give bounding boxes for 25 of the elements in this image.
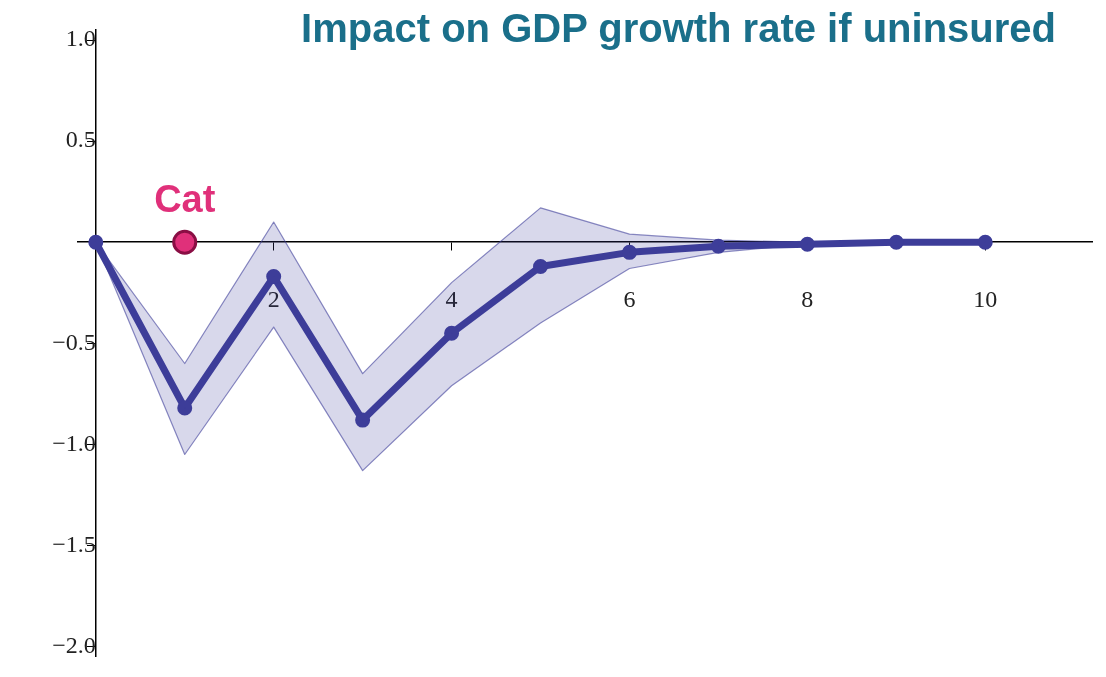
y-tick-label: −2.0	[52, 631, 96, 658]
annotation: Cat	[154, 177, 216, 220]
y-tick-label: 0.5	[65, 126, 96, 153]
y-tick-label: −0.5	[52, 328, 96, 355]
point	[177, 400, 193, 416]
point	[533, 258, 549, 274]
x-tick-label: 6	[623, 285, 636, 312]
x-tick-label: 8	[801, 285, 814, 312]
x-tick-label: 4	[445, 285, 458, 312]
y-tick-label: −1.0	[52, 429, 96, 456]
x-tick-label: 10	[973, 285, 998, 312]
point	[355, 412, 371, 428]
point	[172, 229, 198, 255]
y-tick-label: −1.5	[52, 530, 96, 557]
x-tick-label: 2	[267, 285, 280, 312]
y-tick-label: 1.0	[65, 25, 96, 52]
point	[977, 234, 993, 250]
point	[621, 244, 637, 260]
point	[444, 325, 460, 341]
chart-title: Impact on GDP growth rate if uninsured	[301, 6, 1056, 51]
point	[888, 234, 904, 250]
point	[88, 234, 104, 250]
point	[710, 238, 726, 254]
point	[799, 236, 815, 252]
point	[266, 269, 282, 285]
